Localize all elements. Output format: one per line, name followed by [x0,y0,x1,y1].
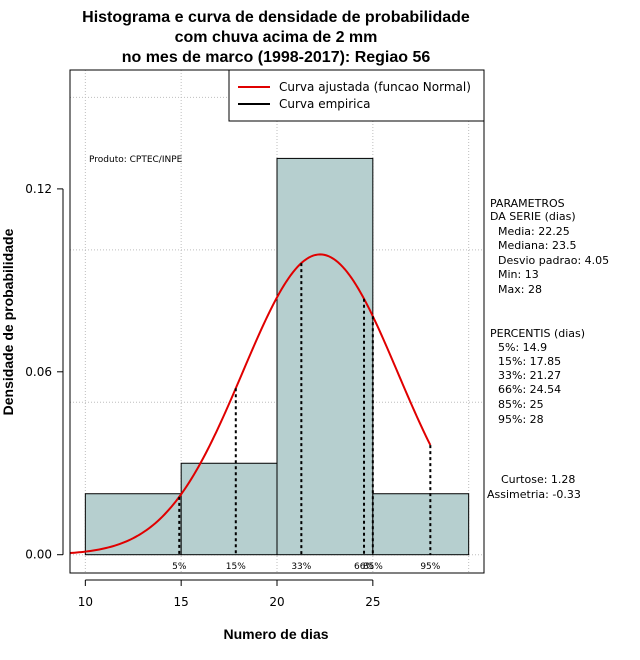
legend-box [228,69,485,122]
percentile-label-1: 15% [226,562,246,572]
parametros-mediana: Mediana: 23.5 [498,239,576,252]
x-tick-label-3: 25 [365,595,380,609]
percentis-p66: 66%: 24.54 [498,383,561,396]
parametros-header-1: PARAMETROS [490,197,565,210]
y-tick-label-0: 0.00 [25,548,52,562]
y-tick-label-2: 0.12 [25,182,52,196]
y-axis-title: Densidade de probabilidade [0,228,16,415]
percentile-label-5: 95% [420,562,440,572]
percentile-label-0: 5% [172,562,187,572]
forma-panel: Curtose: 1.28 Assimetria: -0.33 [487,473,581,501]
percentis-p85: 85%: 25 [498,398,544,411]
percentile-markers: 5% 15% 33% 66%85% 95% [172,263,441,572]
assimetria-value: Assimetria: -0.33 [487,488,581,501]
parametros-desvio: Desvio padrao: 4.05 [498,254,609,267]
percentis-p95: 95%: 28 [498,413,544,426]
curtose-value: Curtose: 1.28 [501,473,575,486]
parametros-header-2: DA SERIE (dias) [490,210,576,223]
histogram-bar-0 [84,493,182,556]
normal-fit-curve [69,253,432,555]
parametros-min: Min: 13 [498,268,539,281]
percentile-label-3: 66% [354,562,374,572]
legend: Curva ajustada (funcao Normal) Curva emp… [228,69,485,122]
x-tick-label-2: 20 [269,595,284,609]
chart-title-line-1: Histograma e curva de densidade de proba… [82,9,470,26]
percentile-label-4: 85% [363,562,383,572]
histogram-bar-1 [180,462,278,556]
histogram-bar-3 [372,493,470,556]
histogram-bars [84,157,470,556]
chart-title-line-2: com chuva acima de 2 mm [175,29,378,46]
parametros-max: Max: 28 [498,283,542,296]
percentis-p15: 15%: 17.85 [498,355,561,368]
histogram-bar-2 [276,157,374,556]
legend-label-empirical: Curva empirica [279,97,370,111]
percentis-p5: 5%: 14.9 [498,341,547,354]
chart-title-line-3: no mes de marco (1998-2017): Regiao 56 [122,49,431,66]
x-axis-title: Numero de dias [223,626,328,642]
x-tick-label-1: 15 [174,595,189,609]
percentis-panel: PERCENTIS (dias) 5%: 14.9 15%: 17.85 33%… [490,327,585,426]
x-tick-label-0: 10 [78,595,93,609]
percentis-p33: 33%: 21.27 [498,369,561,382]
percentile-label-2: 33% [291,562,311,572]
y-tick-label-1: 0.06 [25,365,52,379]
normal-curve-layer [69,253,432,555]
parametros-panel: PARAMETROS DA SERIE (dias) Media: 22.25 … [490,197,609,296]
legend-label-fit: Curva ajustada (funcao Normal) [279,80,471,94]
axes: 10 15 20 25 0.00 0.06 0.12 [25,182,380,609]
percentis-header: PERCENTIS (dias) [490,327,585,340]
product-note: Produto: CPTEC/INPE [89,155,183,165]
parametros-media: Media: 22.25 [498,225,570,238]
